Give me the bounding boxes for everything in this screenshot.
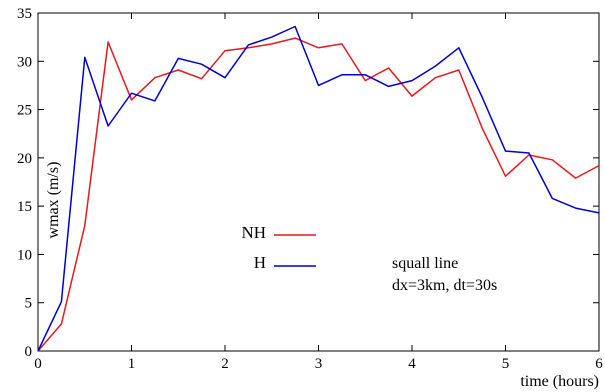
y-tick-label: 30 bbox=[17, 54, 32, 70]
series-lines bbox=[37, 25, 600, 352]
x-tick-label: 0 bbox=[34, 356, 42, 372]
x-tick-label: 6 bbox=[595, 356, 603, 372]
y-tick-label: 20 bbox=[17, 151, 32, 167]
series-line-nh bbox=[37, 37, 600, 352]
series-line-h bbox=[37, 25, 600, 352]
y-tick-label: 0 bbox=[25, 344, 33, 360]
y-tick-label: 25 bbox=[17, 103, 32, 119]
x-tick-label: 1 bbox=[128, 356, 136, 372]
legend-label-nh: NH bbox=[241, 223, 266, 242]
y-axis-ticks: 0 5 10 15 20 25 30 35 bbox=[17, 6, 599, 360]
legend: NH H bbox=[241, 223, 316, 272]
annotation-resolution: dx=3km, dt=30s bbox=[392, 277, 497, 294]
annotation-squall-line: squall line bbox=[392, 255, 458, 272]
x-tick-label: 3 bbox=[315, 356, 323, 372]
x-tick-label: 5 bbox=[502, 356, 510, 372]
x-axis-label: time (hours) bbox=[520, 373, 599, 390]
y-axis-label: wmax (m/s) bbox=[45, 162, 62, 239]
x-tick-label: 2 bbox=[221, 356, 229, 372]
plot-frame bbox=[37, 12, 600, 352]
y-tick-label: 35 bbox=[17, 6, 32, 22]
x-axis-ticks: 0 1 2 3 4 5 6 bbox=[34, 13, 603, 372]
y-tick-label: 10 bbox=[17, 247, 32, 263]
y-tick-label: 5 bbox=[25, 296, 33, 312]
axes-frame bbox=[37, 12, 600, 352]
x-tick-label: 4 bbox=[408, 356, 416, 372]
y-tick-label: 15 bbox=[17, 199, 32, 215]
legend-label-h: H bbox=[254, 253, 266, 272]
